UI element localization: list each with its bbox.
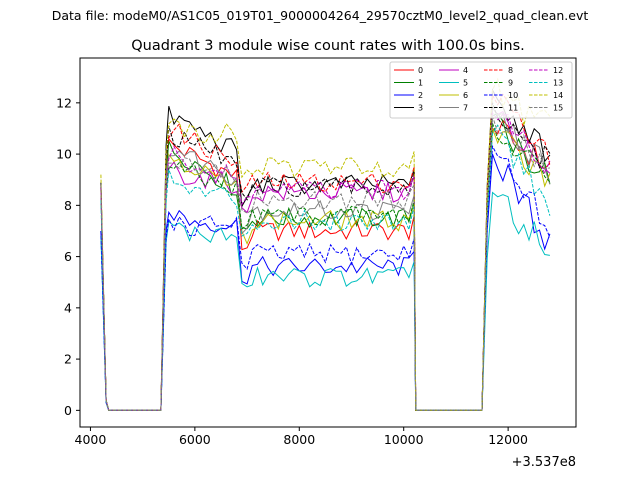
legend-label-12: 12	[553, 66, 563, 75]
x-tick-label: 6000	[179, 432, 211, 447]
legend-label-9: 9	[508, 79, 513, 88]
legend-label-15: 15	[553, 104, 563, 113]
x-offset-label: +3.537e8	[512, 455, 576, 470]
legend-label-6: 6	[463, 91, 468, 100]
x-axis: 4000 6000 8000 10000 12000	[75, 427, 528, 447]
x-tick-label: 8000	[283, 432, 315, 447]
plot-frame	[79, 57, 577, 428]
legend-label-3: 3	[418, 104, 423, 113]
legend-label-0: 0	[418, 66, 423, 75]
y-tick-label: 0	[64, 403, 72, 418]
legend-label-7: 7	[463, 104, 468, 113]
series-layer	[100, 77, 551, 411]
legend-label-13: 13	[553, 79, 563, 88]
chart-title: Quadrant 3 module wise count rates with …	[131, 38, 525, 54]
legend-label-11: 11	[508, 104, 518, 113]
y-tick-label: 2	[64, 352, 72, 367]
y-tick-label: 6	[64, 249, 72, 264]
legend-label-8: 8	[508, 66, 513, 75]
series-line-8	[100, 93, 551, 411]
y-tick-label: 8	[64, 198, 72, 213]
y-tick-label: 4	[64, 300, 72, 315]
series-line-14	[100, 77, 551, 411]
series-line-15	[100, 115, 550, 411]
legend-label-2: 2	[418, 91, 423, 100]
x-tick-label: 4000	[75, 432, 107, 447]
legend-label-1: 1	[418, 79, 423, 88]
x-tick-label: 12000	[488, 432, 528, 447]
y-tick-label: 10	[56, 147, 72, 162]
series-line-9	[100, 123, 551, 411]
x-tick-label: 10000	[384, 432, 424, 447]
legend-box	[389, 61, 573, 119]
legend-label-14: 14	[553, 91, 563, 100]
legend-label-5: 5	[463, 79, 468, 88]
y-axis: 0 2 4 6 8 10 12	[56, 95, 80, 418]
chart-suptitle: Data file: modeM0/AS1C05_019T01_90000042…	[52, 8, 589, 23]
legend-label-10: 10	[508, 91, 518, 100]
legend-label-4: 4	[463, 66, 468, 75]
y-tick-label: 12	[56, 95, 72, 110]
